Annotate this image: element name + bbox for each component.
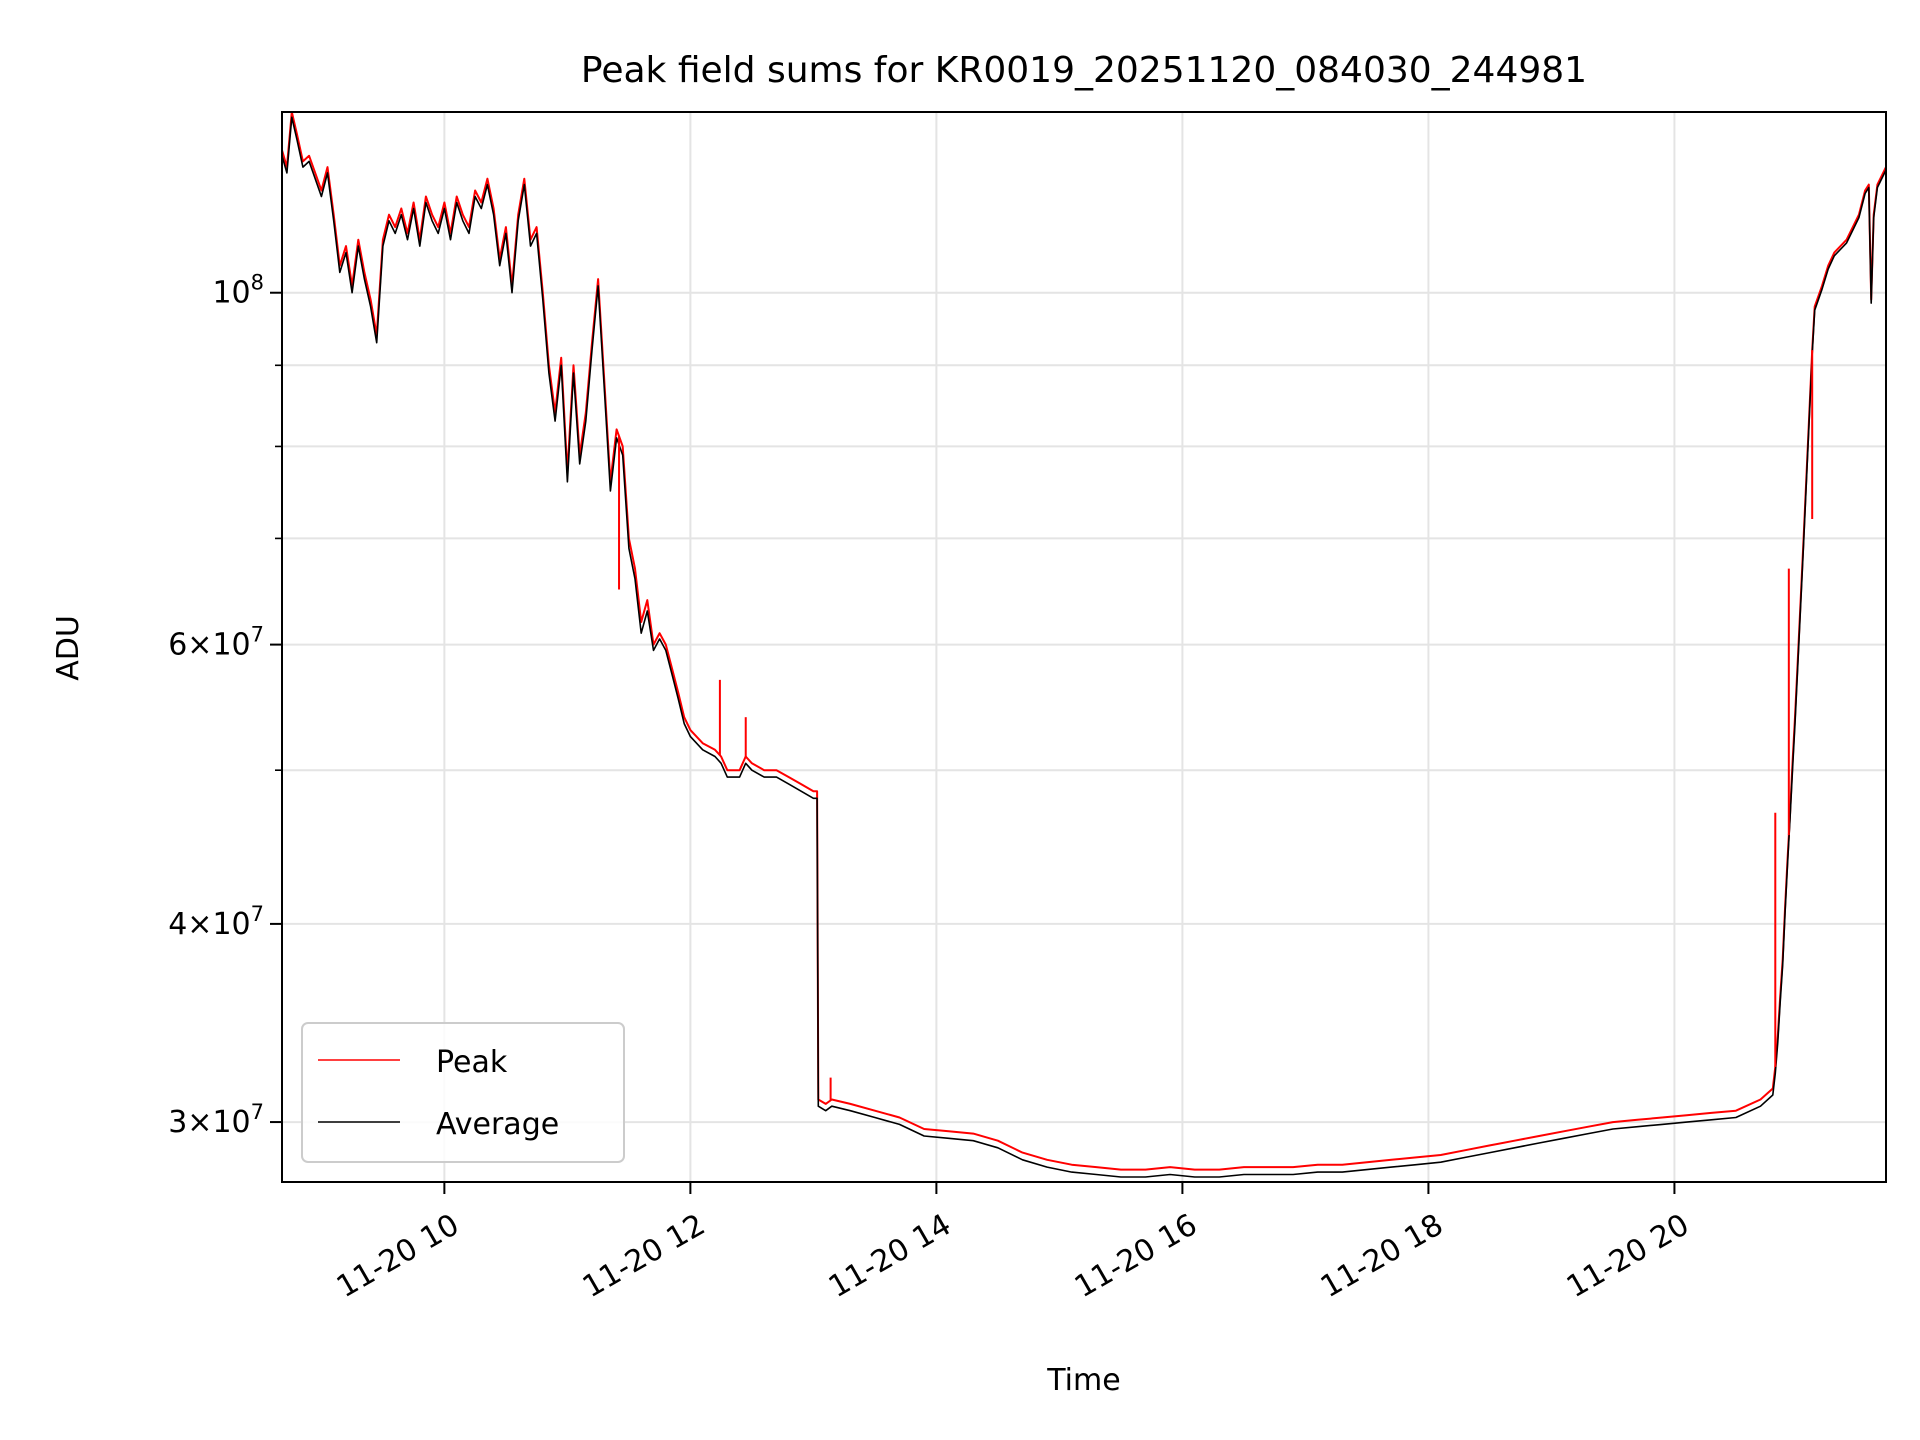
legend-box <box>301 1022 625 1163</box>
legend-label-average: Average <box>436 1107 559 1142</box>
x-axis-label: Time <box>1046 1363 1120 1398</box>
y-tick-label: 108 <box>212 271 264 311</box>
legend-label-peak: Peak <box>436 1045 508 1080</box>
plot-frame <box>281 111 1887 1183</box>
y-tick-label: 3×107 <box>168 1100 264 1140</box>
y-axis-label: ADU <box>51 615 86 681</box>
legend: Peak Average <box>301 1022 625 1163</box>
series-line-average <box>281 116 1887 1178</box>
series-layer <box>281 111 1887 1178</box>
y-tick-label: 4×107 <box>168 902 264 942</box>
chart-title: Peak field sums for KR0019_20251120_0840… <box>581 50 1587 91</box>
y-axis: 3×107 4×107 6×107 108 <box>168 271 282 1140</box>
y-tick-label: 6×107 <box>168 623 264 663</box>
